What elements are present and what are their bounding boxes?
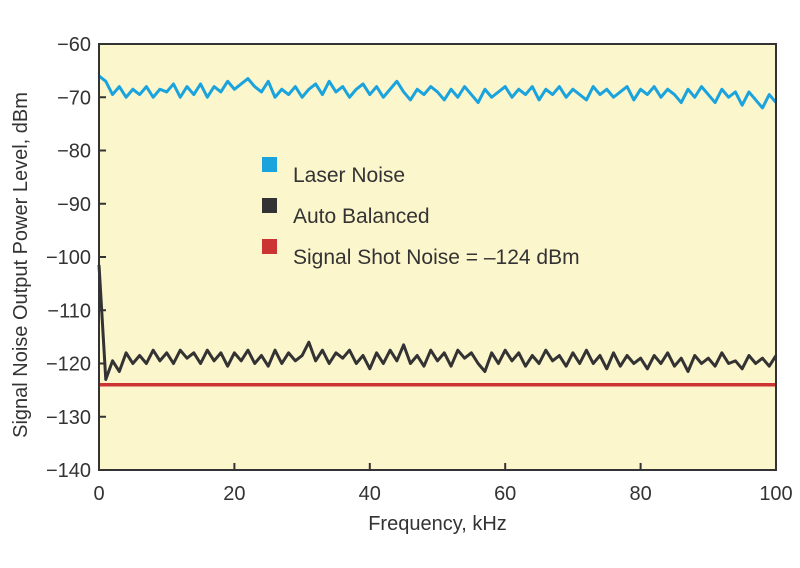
y-axis-title: Signal Noise Output Power Level, dBm <box>10 92 32 438</box>
legend-label-2: Auto Balanced <box>293 205 430 228</box>
x-tick-label: 60 <box>494 483 516 505</box>
legend-label-3: Signal Shot Noise = –124 dBm <box>293 246 580 269</box>
x-axis-title: Frequency, kHz <box>368 513 507 535</box>
legend-label-1: Laser Noise <box>293 164 405 187</box>
legend: Laser Noise Auto Balanced Signal Shot Nois… <box>262 157 580 269</box>
y-tick-label: −70 <box>57 87 91 109</box>
y-tick-label: −110 <box>47 300 91 322</box>
y-tick-label: −80 <box>57 141 91 163</box>
legend-swatch-2 <box>262 198 277 213</box>
y-tick-label: −120 <box>46 354 91 376</box>
y-tick-label: −140 <box>46 460 91 482</box>
y-tick-label: −130 <box>46 407 91 429</box>
y-tick-label: −100 <box>46 247 91 269</box>
x-tick-label: 100 <box>759 483 792 505</box>
legend-swatch-1 <box>262 157 277 172</box>
legend-swatch-3 <box>262 239 277 254</box>
series-line-2 <box>97 264 778 381</box>
y-tick-label: −90 <box>57 194 91 216</box>
x-tick-label: 20 <box>223 483 245 505</box>
plot-area <box>99 44 776 470</box>
x-tick-label: 40 <box>359 483 381 505</box>
y-axis: −60 −70 −80 −90 −100 −110 −120 −130 −140 <box>46 34 106 482</box>
x-axis: 0 20 40 60 80 100 <box>93 463 793 505</box>
series-layer <box>97 74 778 387</box>
y-tick-label: −60 <box>57 34 91 56</box>
x-tick-label: 0 <box>93 483 104 505</box>
series-line-1 <box>98 74 778 110</box>
x-tick-label: 80 <box>629 483 651 505</box>
